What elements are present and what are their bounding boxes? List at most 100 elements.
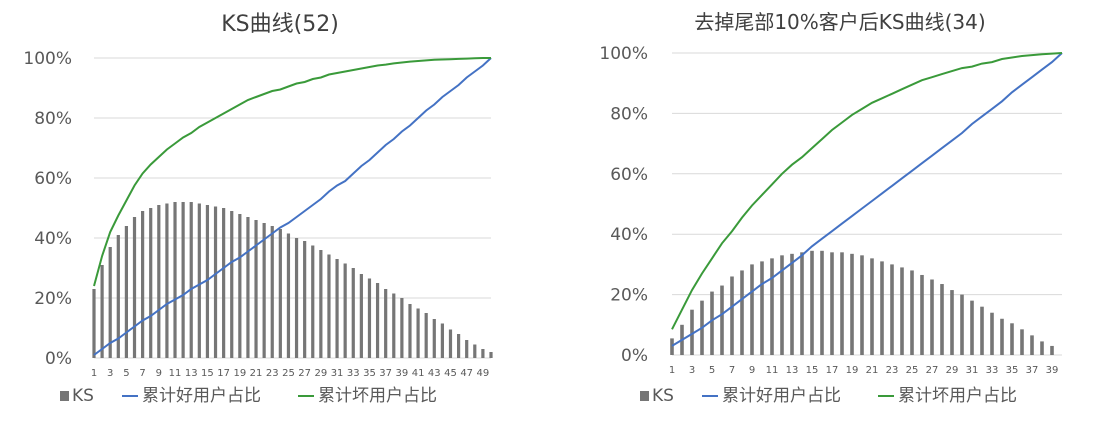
ks-bar <box>246 217 250 358</box>
legend-label-good: 累计好用户占比 <box>142 386 261 406</box>
x-tick-label: 9 <box>156 368 162 379</box>
ks-bar <box>384 289 388 358</box>
ks-chart-right: 去掉尾部10%客户后KS曲线(34) 0% 20% 40% 60% 80% 100% 1 3 5… <box>560 0 1120 427</box>
x-tick-label: 29 <box>314 368 327 379</box>
ks-bar <box>940 284 944 355</box>
ks-bar <box>481 349 485 358</box>
chart-title: KS曲线(52) <box>221 12 339 37</box>
legend-label-ks: KS <box>652 386 674 406</box>
legend-label-bad: 累计坏用户占比 <box>898 386 1017 406</box>
ks-bar <box>254 220 258 358</box>
ks-bar <box>116 235 120 358</box>
ks-bar <box>790 253 794 355</box>
chart-plot-left: 0%20%40%60%80%100%1 3 5 7 9 11 13 15 17 19 21 23 25 2… <box>23 49 493 406</box>
legend-label-ks: KS <box>72 386 94 406</box>
ks-bar <box>1000 318 1004 355</box>
ks-bar <box>820 250 824 355</box>
x-tick-label: 23 <box>266 368 279 379</box>
x-tick-label: 7 <box>139 368 145 379</box>
y-tick-label: 100% <box>23 49 72 69</box>
x-tick-label: 27 <box>298 368 311 379</box>
ks-bar <box>860 255 864 355</box>
ks-bar <box>165 203 169 358</box>
ks-bar <box>124 226 129 358</box>
ks-bar <box>100 265 104 358</box>
ks-bar <box>730 276 734 355</box>
ks-bar <box>1050 345 1054 355</box>
x-tick-label: 31 <box>331 368 344 379</box>
y-tick-label: 80% <box>610 104 648 124</box>
ks-bar <box>230 211 234 358</box>
ks-bar <box>690 309 694 355</box>
ks-bar <box>465 340 469 358</box>
ks-bar <box>408 304 412 358</box>
ks-bar <box>890 264 894 355</box>
good-user-line <box>671 52 1063 347</box>
ks-bar <box>262 223 266 358</box>
ks-bar <box>930 279 934 355</box>
ks-bar <box>213 206 218 358</box>
y-tick-label: 20% <box>610 286 648 306</box>
ks-bar <box>157 205 161 358</box>
x-tick-label: 11 <box>169 368 182 379</box>
ks-bar <box>489 352 493 358</box>
ks-bar <box>850 253 854 355</box>
x-tick-label: 35 <box>1006 365 1019 376</box>
ks-bar <box>92 289 96 358</box>
ks-bar <box>278 229 282 358</box>
x-tick-label: 15 <box>806 365 819 376</box>
ks-bar <box>286 233 291 358</box>
legend-swatch-ks <box>640 391 649 401</box>
ks-bar <box>319 250 323 358</box>
x-tick-label: 13 <box>185 368 198 379</box>
ks-bar <box>960 294 964 355</box>
ks-bar <box>980 306 984 355</box>
ks-bar <box>830 252 834 355</box>
y-tick-label: 20% <box>34 289 72 309</box>
ks-chart-left: KS曲线(52) 0% 20% 40% 60% 80% 100% 1 3 5 7 9 11 13 15 17… <box>0 0 560 427</box>
ks-bar <box>424 313 428 358</box>
ks-bar <box>720 285 724 355</box>
ks-bar <box>327 254 331 358</box>
x-tick-label: 35 <box>363 368 376 379</box>
ks-bar <box>456 334 461 358</box>
ks-bar <box>222 208 226 358</box>
x-tick-label: 47 <box>460 368 473 379</box>
ks-bar <box>840 252 844 355</box>
x-tick-label: 33 <box>347 368 360 379</box>
y-tick-label: 80% <box>34 109 72 129</box>
ks-bar <box>900 267 904 355</box>
ks-bar <box>367 278 372 358</box>
ks-bar <box>870 258 874 355</box>
ks-bar <box>440 323 444 358</box>
ks-bar <box>880 261 884 355</box>
ks-bar <box>132 217 137 358</box>
ks-bar <box>970 300 974 355</box>
y-tick-label: 40% <box>34 229 72 249</box>
x-tick-label: 5 <box>709 365 715 376</box>
ks-bar <box>197 203 201 358</box>
ks-bar <box>392 293 396 358</box>
ks-bar <box>238 214 242 358</box>
x-tick-label: 31 <box>966 365 979 376</box>
ks-bar <box>205 205 210 358</box>
x-tick-label: 17 <box>826 365 839 376</box>
ks-bar <box>416 308 420 358</box>
bad-user-line <box>93 57 491 287</box>
ks-bar <box>750 264 754 355</box>
y-tick-label: 60% <box>34 169 72 189</box>
x-tick-label: 13 <box>786 365 799 376</box>
x-tick-label: 21 <box>866 365 879 376</box>
ks-bar <box>810 250 814 355</box>
x-tick-label: 19 <box>233 368 246 379</box>
x-tick-label: 5 <box>123 368 129 379</box>
ks-bar <box>800 252 804 355</box>
ks-bar <box>1020 329 1024 355</box>
x-tick-label: 49 <box>477 368 490 379</box>
ks-bar <box>432 319 436 358</box>
ks-bar <box>760 261 764 355</box>
ks-bar <box>400 298 404 358</box>
ks-bar <box>710 291 714 355</box>
x-tick-label: 33 <box>986 365 999 376</box>
x-tick-label: 21 <box>250 368 263 379</box>
